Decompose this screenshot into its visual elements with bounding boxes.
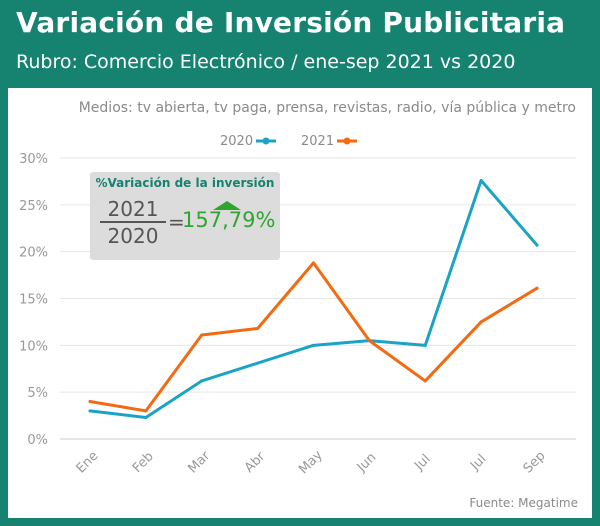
x-tick-label: Ene xyxy=(74,449,102,477)
series-line-2021 xyxy=(88,261,539,413)
fraction-bar xyxy=(100,221,166,223)
y-tick-label: 0% xyxy=(27,433,48,448)
data-point-2021 xyxy=(535,286,539,290)
media-note: Medios: tv abierta, tv paga, prensa, rev… xyxy=(78,100,576,116)
y-tick-label: 10% xyxy=(19,339,48,354)
x-tick-label: May xyxy=(296,448,326,478)
data-point-2021 xyxy=(367,339,371,343)
x-tick-label: Jul xyxy=(467,452,489,474)
data-point-2020 xyxy=(200,379,204,383)
x-tick-label: Mar xyxy=(185,448,213,476)
page-title: Variación de Inversión Publicitaria xyxy=(16,6,566,39)
data-point-2020 xyxy=(312,343,315,347)
legend-marker-2021 xyxy=(343,137,351,145)
data-point-2021 xyxy=(88,400,92,404)
up-arrow-icon xyxy=(213,201,241,210)
y-tick-label: 20% xyxy=(19,246,48,261)
data-point-2020 xyxy=(88,409,92,413)
variation-callout: %Variación de la inversión 2021 2020 = 1… xyxy=(90,172,280,260)
x-tick-label: Abr xyxy=(242,449,269,476)
data-point-2021 xyxy=(144,409,148,413)
x-tick-label: Sep xyxy=(521,449,549,477)
y-tick-label: 30% xyxy=(19,152,48,167)
variation-value: 157,79% xyxy=(182,208,276,232)
y-tick-label: 5% xyxy=(27,386,48,401)
year-fraction: 2021 2020 xyxy=(100,198,166,247)
data-point-2020 xyxy=(423,343,427,347)
legend-label-2020: 2020 xyxy=(220,134,253,149)
fraction-numerator: 2021 xyxy=(107,197,159,221)
data-point-2020 xyxy=(479,178,483,182)
data-point-2021 xyxy=(423,379,427,383)
y-tick-label: 25% xyxy=(19,199,48,214)
callout-title: %Variación de la inversión xyxy=(95,176,275,190)
data-point-2021 xyxy=(200,333,204,337)
x-tick-label: Jun xyxy=(354,450,380,476)
y-tick-label: 15% xyxy=(19,293,48,308)
x-tick-label: Feb xyxy=(130,449,157,476)
data-point-2020 xyxy=(535,243,539,247)
fraction-denominator: 2020 xyxy=(107,224,159,248)
data-point-2021 xyxy=(479,320,483,324)
legend-marker-2020 xyxy=(262,137,270,145)
chart-panel: Medios: tv abierta, tv paga, prensa, rev… xyxy=(8,88,592,518)
data-point-2021 xyxy=(256,326,260,330)
source-note: Fuente: Megatime xyxy=(469,496,578,510)
data-point-2020 xyxy=(144,415,148,419)
equals-sign: = xyxy=(168,210,185,234)
line-chart: 0% 5% 10% 15% 20% 25% 30% Ene Feb Mar Abr May Jun Jul… xyxy=(19,134,576,478)
x-tick-label: Jul xyxy=(411,452,433,474)
legend-label-2021: 2021 xyxy=(301,134,334,149)
data-point-2020 xyxy=(256,361,260,365)
page-subtitle: Rubro: Comercio Electrónico / ene-sep 20… xyxy=(16,51,516,73)
data-point-2021 xyxy=(312,261,315,265)
